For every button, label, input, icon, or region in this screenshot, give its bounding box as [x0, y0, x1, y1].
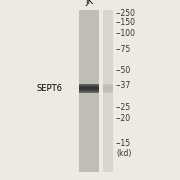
Text: --15: --15 — [116, 139, 131, 148]
Bar — [103, 10, 112, 172]
Text: --100: --100 — [116, 29, 136, 38]
Text: --75: --75 — [116, 45, 131, 54]
Text: --150: --150 — [116, 18, 136, 27]
Bar — [79, 10, 99, 172]
Text: --25: --25 — [116, 103, 131, 112]
Text: JK: JK — [85, 0, 93, 6]
Text: (kd): (kd) — [116, 149, 131, 158]
Text: SEPT6: SEPT6 — [37, 84, 62, 93]
Text: --20: --20 — [116, 114, 131, 123]
Text: --250: --250 — [116, 9, 136, 18]
Text: --37: --37 — [116, 81, 131, 90]
Text: --50: --50 — [116, 66, 131, 75]
